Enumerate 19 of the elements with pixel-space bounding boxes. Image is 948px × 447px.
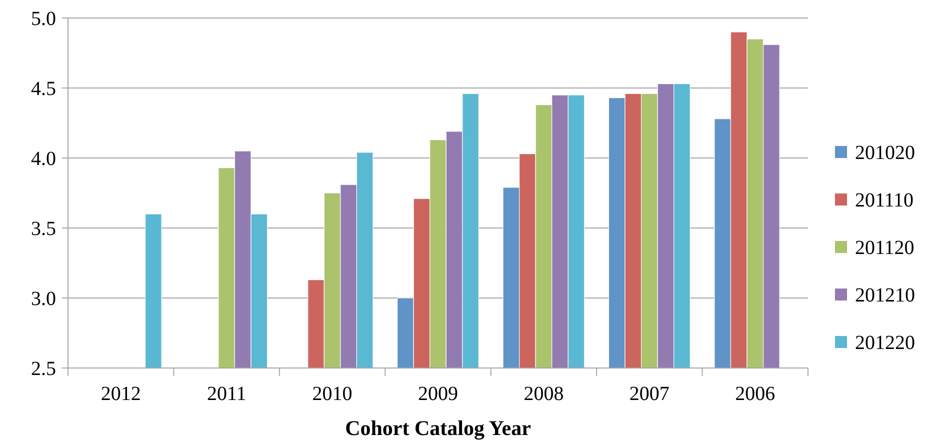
x-tick-label: 2007 xyxy=(629,383,670,405)
y-tick-label: 2.5 xyxy=(31,358,56,380)
y-tick-label: 4.5 xyxy=(31,78,56,100)
y-tick-label: 3.0 xyxy=(31,288,56,310)
x-tick-label: 2012 xyxy=(100,383,141,405)
legend-label: 201020 xyxy=(855,142,915,164)
legend-label: 201220 xyxy=(855,332,915,354)
x-tick-label: 2010 xyxy=(312,383,352,405)
x-tick-label: 2008 xyxy=(524,383,564,405)
legend-label: 201110 xyxy=(855,190,914,212)
x-tick-label: 2011 xyxy=(206,383,246,405)
legend-label: 201120 xyxy=(855,237,914,259)
x-axis-title: Cohort Catalog Year xyxy=(345,416,531,440)
y-tick-label: 5.0 xyxy=(31,8,56,30)
x-tick-label: 2006 xyxy=(735,383,776,405)
y-tick-label: 4.0 xyxy=(31,148,56,170)
x-tick-label: 2009 xyxy=(418,383,458,405)
legend-label: 201210 xyxy=(855,284,915,306)
y-tick-label: 3.5 xyxy=(31,218,56,240)
